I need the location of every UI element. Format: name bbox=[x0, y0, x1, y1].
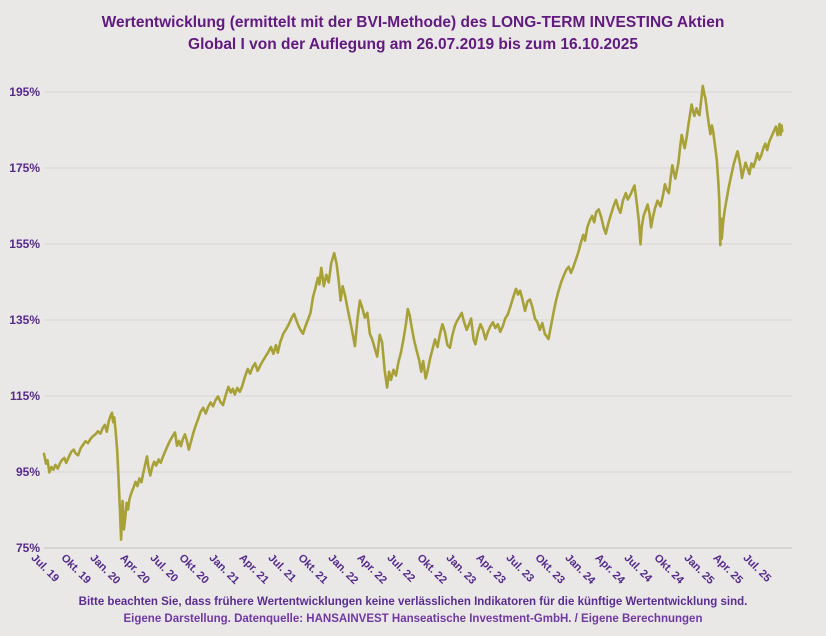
footer-disclaimer: Bitte beachten Sie, dass frühere Wertent… bbox=[78, 596, 748, 608]
performance-line bbox=[42, 84, 784, 541]
y-axis-label: 75% bbox=[15, 541, 40, 555]
chart-title: Wertentwicklung (ermittelt mit der BVI-M… bbox=[0, 12, 826, 56]
chart-title-line2: Global I von der Auflegung am 26.07.2019… bbox=[188, 36, 638, 53]
y-axis-label: 95% bbox=[15, 465, 40, 479]
y-axis-label: 195% bbox=[9, 85, 40, 99]
y-axis-label: 115% bbox=[9, 389, 40, 403]
chart-title-line1: Wertentwicklung (ermittelt mit der BVI-M… bbox=[101, 14, 725, 31]
footer-source: Eigene Darstellung. Datenquelle: HANSAIN… bbox=[123, 613, 703, 625]
y-axis-label: 155% bbox=[9, 237, 40, 251]
y-axis-label: 175% bbox=[9, 161, 40, 175]
y-axis-label: 135% bbox=[9, 313, 40, 327]
